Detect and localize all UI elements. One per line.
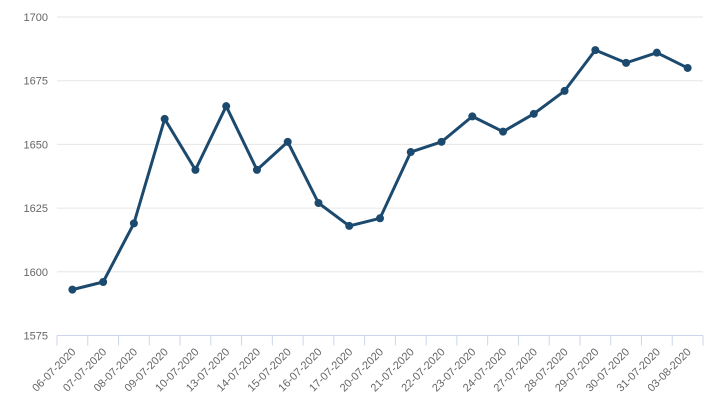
data-point-marker[interactable] (99, 277, 108, 286)
data-point-marker[interactable] (68, 285, 77, 294)
line-series (70, 48, 690, 292)
y-axis-label: 1700 (24, 12, 48, 24)
data-point-marker[interactable] (345, 221, 354, 230)
data-point-marker[interactable] (652, 48, 661, 57)
data-point-marker[interactable] (406, 148, 415, 157)
y-axis-label: 1675 (24, 76, 48, 88)
data-point-marker[interactable] (252, 165, 261, 174)
data-point-marker[interactable] (376, 214, 384, 223)
data-point-marker[interactable] (529, 109, 538, 118)
data-point-marker[interactable] (560, 86, 569, 95)
data-point-marker[interactable] (468, 112, 477, 121)
data-point-marker[interactable] (683, 63, 692, 72)
data-point-marker[interactable] (314, 199, 323, 208)
data-point-marker[interactable] (622, 58, 631, 67)
data-point-marker[interactable] (191, 165, 200, 174)
data-point-marker[interactable] (591, 46, 600, 55)
data-point-marker[interactable] (499, 127, 508, 136)
data-point-marker[interactable] (129, 219, 138, 228)
data-point-marker[interactable] (437, 137, 446, 146)
data-point-marker[interactable] (222, 102, 231, 111)
data-point-marker[interactable] (283, 137, 292, 146)
y-axis-label: 1600 (24, 267, 48, 279)
y-axis-label: 1650 (24, 139, 48, 151)
y-axis-label: 1575 (24, 331, 48, 343)
y-axis-label: 1625 (24, 203, 48, 215)
data-point-marker[interactable] (160, 114, 169, 123)
